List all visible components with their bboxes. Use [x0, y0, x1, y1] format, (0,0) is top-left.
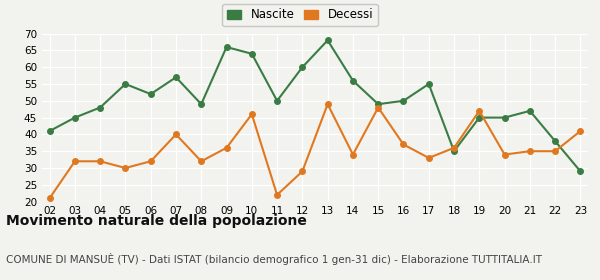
Nascite	[248, 52, 256, 55]
Decessi	[451, 146, 458, 150]
Decessi	[299, 170, 306, 173]
Decessi	[274, 193, 281, 197]
Nascite	[476, 116, 483, 119]
Nascite	[147, 92, 154, 96]
Nascite	[501, 116, 508, 119]
Nascite	[122, 82, 129, 86]
Nascite	[197, 102, 205, 106]
Decessi	[476, 109, 483, 113]
Line: Nascite: Nascite	[47, 38, 583, 174]
Decessi	[526, 150, 533, 153]
Decessi	[172, 133, 179, 136]
Nascite	[274, 99, 281, 102]
Nascite	[374, 102, 382, 106]
Nascite	[526, 109, 533, 113]
Nascite	[577, 170, 584, 173]
Decessi	[122, 166, 129, 170]
Decessi	[71, 160, 79, 163]
Line: Decessi: Decessi	[47, 101, 583, 201]
Decessi	[248, 113, 256, 116]
Nascite	[46, 129, 53, 133]
Nascite	[299, 66, 306, 69]
Decessi	[501, 153, 508, 156]
Decessi	[400, 143, 407, 146]
Decessi	[425, 156, 433, 160]
Decessi	[223, 146, 230, 150]
Decessi	[197, 160, 205, 163]
Decessi	[147, 160, 154, 163]
Nascite	[349, 79, 356, 82]
Decessi	[349, 153, 356, 156]
Decessi	[324, 102, 331, 106]
Nascite	[551, 139, 559, 143]
Nascite	[172, 76, 179, 79]
Nascite	[97, 106, 104, 109]
Nascite	[425, 82, 433, 86]
Text: Movimento naturale della popolazione: Movimento naturale della popolazione	[6, 214, 307, 228]
Decessi	[551, 150, 559, 153]
Nascite	[324, 39, 331, 42]
Decessi	[374, 106, 382, 109]
Nascite	[451, 150, 458, 153]
Decessi	[577, 129, 584, 133]
Nascite	[400, 99, 407, 102]
Nascite	[71, 116, 79, 119]
Decessi	[46, 197, 53, 200]
Nascite	[223, 45, 230, 49]
Text: COMUNE DI MANSUÈ (TV) - Dati ISTAT (bilancio demografico 1 gen-31 dic) - Elabora: COMUNE DI MANSUÈ (TV) - Dati ISTAT (bila…	[6, 253, 542, 265]
Decessi	[97, 160, 104, 163]
Legend: Nascite, Decessi: Nascite, Decessi	[222, 4, 378, 26]
